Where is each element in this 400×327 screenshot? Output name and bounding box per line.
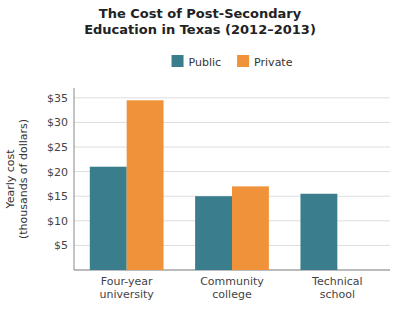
legend-swatch xyxy=(237,55,249,67)
x-tick-label: Communitycollege xyxy=(200,275,264,301)
legend-label: Private xyxy=(254,56,293,69)
x-tick-label: Four-yearuniversity xyxy=(99,275,154,301)
y-tick-label: $10 xyxy=(47,215,68,228)
grid-line xyxy=(74,147,390,148)
legend: Public Private xyxy=(172,55,293,69)
bar xyxy=(232,186,269,270)
y-axis-line xyxy=(74,88,75,270)
grid-line xyxy=(74,122,390,123)
legend-swatch xyxy=(172,55,184,67)
bar xyxy=(195,196,232,270)
bar xyxy=(127,100,164,270)
y-tick-label: $30 xyxy=(47,116,68,129)
bar xyxy=(90,167,127,270)
y-tick-label: $15 xyxy=(47,190,68,203)
y-tick-label: $5 xyxy=(54,239,68,252)
y-axis-label: Yearly cost(thousands of dollars) xyxy=(4,119,30,239)
x-tick-label: Technicalschool xyxy=(311,275,363,301)
bar xyxy=(300,194,337,270)
bars xyxy=(90,100,338,270)
y-tick-label: $20 xyxy=(47,166,68,179)
chart: The Cost of Post-SecondaryEducation in T… xyxy=(0,0,400,327)
grid-line xyxy=(74,97,390,98)
legend-label: Public xyxy=(189,56,222,69)
y-tick-label: $25 xyxy=(47,141,68,154)
title: The Cost of Post-SecondaryEducation in T… xyxy=(84,6,316,37)
legend-item: Private xyxy=(237,55,293,69)
y-tick-label: $35 xyxy=(47,92,68,105)
legend-item: Public xyxy=(172,55,222,69)
